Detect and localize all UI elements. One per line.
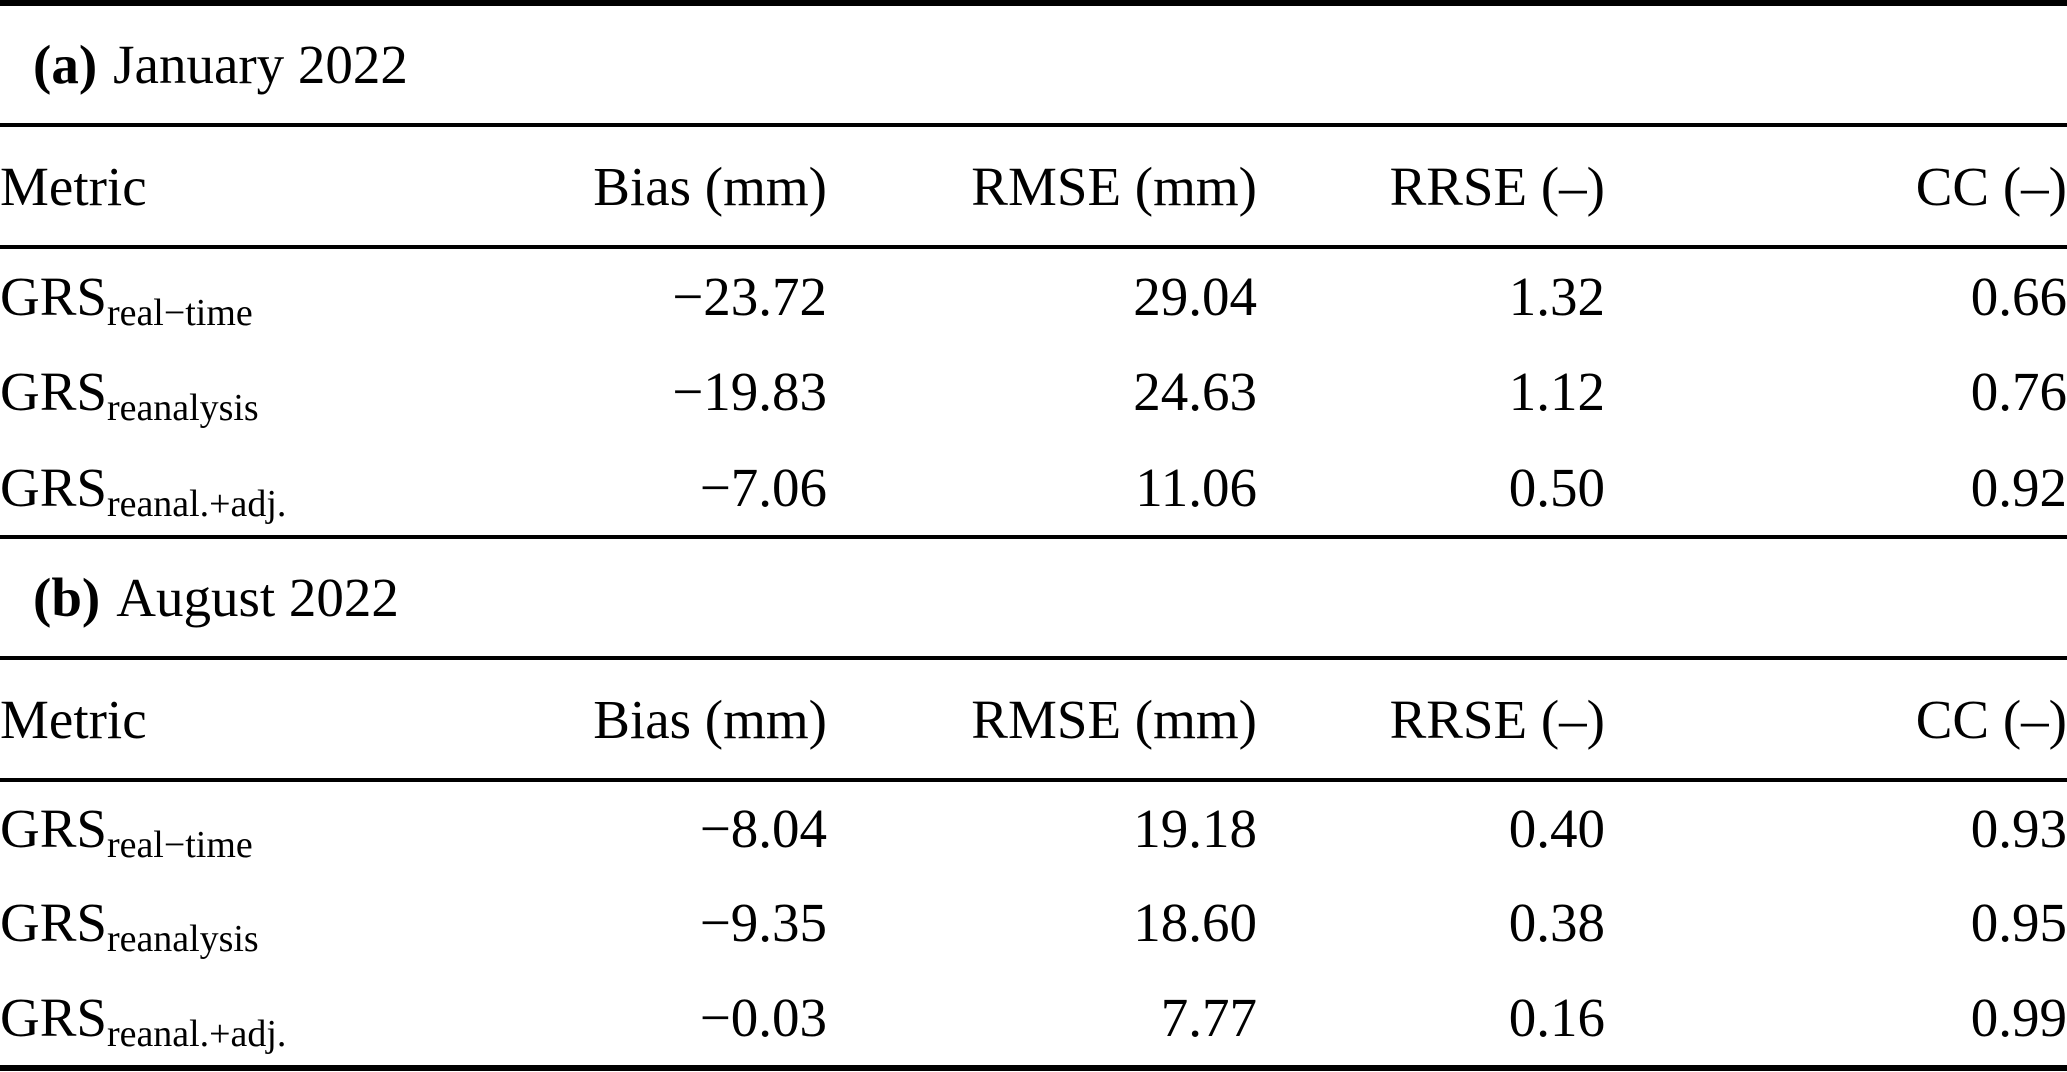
cell-rrse: 1.12 xyxy=(1508,360,1605,422)
col-header-bias: Bias (mm) xyxy=(560,660,827,782)
panel-a-label: (a) xyxy=(33,34,98,95)
metric-base: GRS xyxy=(0,360,107,422)
col-header-rmse: RMSE (mm) xyxy=(827,660,1257,782)
cell-cc: 0.95 xyxy=(1970,892,2067,953)
col-header-bias: Bias (mm) xyxy=(560,127,827,249)
cell-bias: −0.03 xyxy=(699,987,827,1048)
cell-rmse: 11.06 xyxy=(1135,456,1257,518)
metric-subscript: real−time xyxy=(107,291,253,334)
cell-bias: −9.35 xyxy=(699,892,827,953)
cell-cc: 0.66 xyxy=(1970,265,2067,327)
col-header-cc: CC (–) xyxy=(1605,660,2067,782)
panel-b-table: Metric Bias (mm) RMSE (mm) RRSE (–) CC (… xyxy=(0,660,2067,1065)
cell-cc: 0.92 xyxy=(1970,456,2067,518)
cell-cc: 0.93 xyxy=(1970,798,2067,859)
cell-metric: GRSreanalysis xyxy=(0,343,560,439)
panel-a-title: January 2022 xyxy=(113,34,408,95)
metric-base: GRS xyxy=(0,892,107,953)
panel-a-table: Metric Bias (mm) RMSE (mm) RRSE (–) CC (… xyxy=(0,127,2067,535)
cell-bias: −7.06 xyxy=(699,456,827,518)
panel-b-caption: (b) August 2022 xyxy=(0,539,2067,656)
cell-rrse: 0.50 xyxy=(1508,456,1605,518)
table-row: GRSreanalysis −9.35 18.60 0.38 0.95 xyxy=(0,875,2067,970)
table-row: GRSreal−time −23.72 29.04 1.32 0.66 xyxy=(0,247,2067,343)
col-header-rmse: RMSE (mm) xyxy=(827,127,1257,249)
table-row: GRSreanalysis −19.83 24.63 1.12 0.76 xyxy=(0,343,2067,439)
cell-rmse: 24.63 xyxy=(1133,360,1257,422)
panel-b-title: August 2022 xyxy=(116,567,399,628)
col-header-metric: Metric xyxy=(0,660,560,782)
table-row: GRSreanal.+adj. −7.06 11.06 0.50 0.92 xyxy=(0,439,2067,535)
panel-b-header-row: Metric Bias (mm) RMSE (mm) RRSE (–) CC (… xyxy=(0,660,2067,782)
metric-subscript: reanal.+adj. xyxy=(107,1012,287,1055)
panel-divider-rule xyxy=(0,535,2067,539)
table-row: GRSreanal.+adj. −0.03 7.77 0.16 0.99 xyxy=(0,970,2067,1065)
cell-bias: −23.72 xyxy=(672,265,827,327)
cell-metric: GRSreal−time xyxy=(0,247,560,343)
col-header-rrse: RRSE (–) xyxy=(1257,660,1605,782)
metric-subscript: real−time xyxy=(107,823,253,866)
col-header-cc: CC (–) xyxy=(1605,127,2067,249)
panel-a-caption-rule xyxy=(0,123,2067,127)
col-header-metric: Metric xyxy=(0,127,560,249)
cell-cc: 0.76 xyxy=(1970,360,2067,422)
metric-base: GRS xyxy=(0,798,107,859)
cell-metric: GRSreal−time xyxy=(0,780,560,875)
cell-rrse: 1.32 xyxy=(1508,265,1605,327)
bottom-rule xyxy=(0,1065,2067,1071)
metric-base: GRS xyxy=(0,265,107,327)
panel-a-caption: (a) January 2022 xyxy=(0,6,2067,123)
metric-subscript: reanal.+adj. xyxy=(107,482,287,525)
metric-base: GRS xyxy=(0,987,107,1048)
cell-rrse: 0.38 xyxy=(1508,892,1605,953)
cell-rmse: 29.04 xyxy=(1133,265,1257,327)
cell-cc: 0.99 xyxy=(1970,987,2067,1048)
panel-a-header-row: Metric Bias (mm) RMSE (mm) RRSE (–) CC (… xyxy=(0,127,2067,249)
cell-rrse: 0.16 xyxy=(1508,987,1605,1048)
panel-b-label: (b) xyxy=(33,567,101,628)
cell-rmse: 19.18 xyxy=(1133,798,1257,859)
cell-bias: −19.83 xyxy=(672,360,827,422)
panel-b-caption-rule xyxy=(0,656,2067,660)
cell-metric: GRSreanalysis xyxy=(0,875,560,970)
metric-base: GRS xyxy=(0,456,107,518)
col-header-rrse: RRSE (–) xyxy=(1257,127,1605,249)
top-rule xyxy=(0,0,2067,6)
cell-rmse: 18.60 xyxy=(1133,892,1257,953)
cell-rrse: 0.40 xyxy=(1508,798,1605,859)
cell-metric: GRSreanal.+adj. xyxy=(0,439,560,535)
table-row: GRSreal−time −8.04 19.18 0.40 0.93 xyxy=(0,780,2067,875)
metric-subscript: reanalysis xyxy=(107,917,259,960)
metric-subscript: reanalysis xyxy=(107,386,259,429)
cell-bias: −8.04 xyxy=(699,798,827,859)
cell-rmse: 7.77 xyxy=(1160,987,1257,1048)
cell-metric: GRSreanal.+adj. xyxy=(0,970,560,1065)
